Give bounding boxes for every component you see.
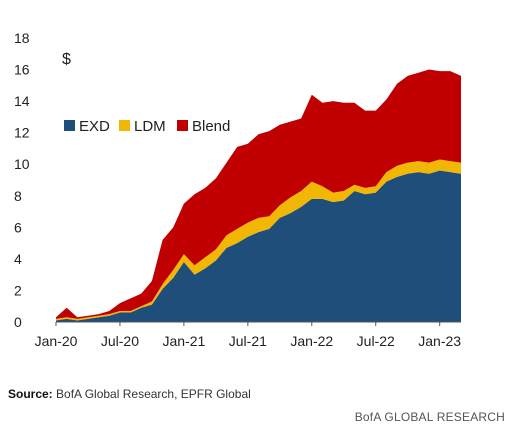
series-area-blend	[56, 69, 461, 319]
unit-label: $	[62, 51, 71, 68]
x-tick-label: Jul-20	[101, 333, 139, 349]
y-tick-label: 12	[14, 125, 30, 141]
legend-swatch-blend	[177, 120, 188, 131]
y-tick-label: 16	[14, 62, 30, 78]
series-area-exd	[56, 170, 461, 322]
y-tick-label: 8	[14, 188, 22, 204]
x-axis: Jan-20 Jul-20 Jan-21 Jul-21 Jan-22 Jul-22 Jan-…	[35, 321, 461, 349]
y-tick-label: 4	[14, 251, 22, 267]
legend-swatch-exd	[64, 120, 75, 131]
legend-label-blend: Blend	[192, 118, 230, 135]
y-tick-label: 14	[14, 93, 30, 109]
y-tick-label: 2	[14, 282, 22, 298]
x-tick-label: Jan-20	[35, 333, 78, 349]
brand-label: BofA GLOBAL RESEARCH	[354, 410, 505, 424]
y-tick-label: 18	[14, 30, 30, 46]
legend-swatch-ldm	[119, 120, 130, 131]
y-axis: 0 2 4 6 8 10 12 14 16 18	[14, 30, 30, 330]
legend-label-ldm: LDM	[134, 118, 166, 135]
source-text: BofA Global Research, EPFR Global	[52, 387, 251, 401]
source-note: Source: BofA Global Research, EPFR Globa…	[8, 387, 251, 401]
y-tick-label: 0	[14, 314, 22, 330]
x-tick-label: Jul-21	[229, 333, 267, 349]
y-tick-label: 10	[14, 156, 30, 172]
y-tick-label: 6	[14, 219, 22, 235]
x-tick-label: Jan-23	[418, 333, 461, 349]
stacked-areas	[56, 69, 461, 322]
source-label: Source:	[8, 387, 53, 401]
legend-label-exd: EXD	[79, 118, 110, 135]
legend: EXD LDM Blend	[64, 118, 230, 135]
x-tick-label: Jan-21	[162, 333, 205, 349]
x-tick-label: Jul-22	[357, 333, 395, 349]
x-tick-label: Jan-22	[290, 333, 333, 349]
